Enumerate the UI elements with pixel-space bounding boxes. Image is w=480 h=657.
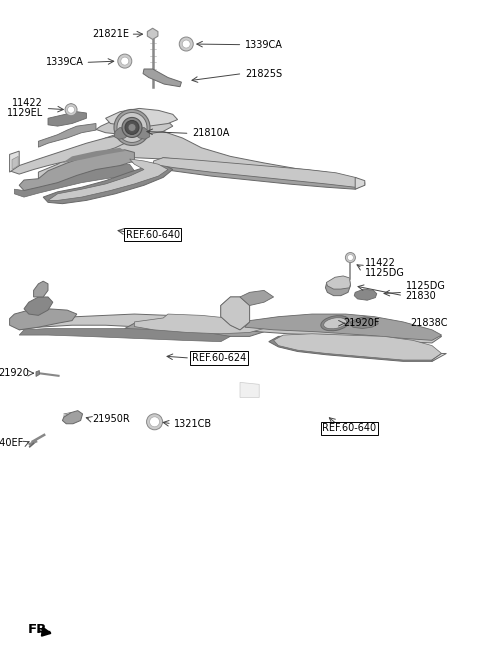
- Text: 21838C: 21838C: [410, 318, 448, 328]
- Polygon shape: [269, 335, 442, 361]
- Polygon shape: [62, 148, 125, 163]
- Text: 21821E: 21821E: [93, 29, 130, 39]
- Text: 1125DG: 1125DG: [365, 267, 405, 278]
- Polygon shape: [96, 117, 173, 135]
- Polygon shape: [14, 164, 134, 197]
- Ellipse shape: [323, 316, 349, 330]
- Polygon shape: [154, 158, 365, 189]
- Polygon shape: [134, 314, 264, 334]
- Circle shape: [122, 118, 142, 137]
- Circle shape: [65, 104, 77, 116]
- Text: 21830: 21830: [406, 290, 436, 301]
- Text: REF.60-640: REF.60-640: [323, 423, 376, 434]
- Text: 21825S: 21825S: [245, 68, 282, 79]
- Polygon shape: [24, 297, 53, 315]
- Polygon shape: [351, 319, 378, 328]
- Circle shape: [125, 120, 139, 135]
- Text: 11422: 11422: [365, 258, 396, 268]
- Circle shape: [121, 57, 129, 65]
- Polygon shape: [10, 151, 19, 172]
- Text: 1339CA: 1339CA: [46, 57, 84, 68]
- Polygon shape: [355, 177, 365, 189]
- Polygon shape: [10, 135, 134, 174]
- Circle shape: [118, 54, 132, 68]
- Polygon shape: [106, 108, 178, 126]
- Polygon shape: [154, 158, 365, 187]
- Text: 1140EF: 1140EF: [0, 438, 24, 449]
- Circle shape: [114, 110, 150, 145]
- Circle shape: [117, 112, 147, 143]
- Ellipse shape: [325, 318, 347, 328]
- Polygon shape: [38, 124, 96, 147]
- Text: 21920F: 21920F: [343, 318, 380, 328]
- Polygon shape: [34, 281, 48, 297]
- Polygon shape: [62, 411, 83, 424]
- Text: REF.60-640: REF.60-640: [126, 229, 180, 240]
- Polygon shape: [114, 127, 130, 139]
- Polygon shape: [19, 150, 134, 191]
- Polygon shape: [19, 314, 250, 335]
- Polygon shape: [274, 334, 442, 360]
- Polygon shape: [325, 277, 350, 296]
- Polygon shape: [245, 314, 442, 340]
- Polygon shape: [10, 309, 77, 330]
- Ellipse shape: [324, 318, 347, 328]
- Circle shape: [128, 124, 136, 131]
- Polygon shape: [221, 297, 250, 330]
- Polygon shape: [12, 156, 18, 170]
- Text: REF.60-624: REF.60-624: [192, 353, 246, 363]
- Polygon shape: [134, 127, 150, 139]
- Text: 21920: 21920: [0, 368, 29, 378]
- Circle shape: [68, 106, 74, 113]
- Polygon shape: [125, 315, 264, 336]
- Polygon shape: [240, 290, 274, 306]
- Text: 1129EL: 1129EL: [7, 108, 43, 118]
- Polygon shape: [43, 161, 173, 204]
- Polygon shape: [38, 128, 346, 185]
- Text: 1321CB: 1321CB: [174, 419, 212, 429]
- Polygon shape: [48, 159, 168, 200]
- Text: 21950R: 21950R: [92, 414, 130, 424]
- Polygon shape: [432, 353, 446, 361]
- Text: FR.: FR.: [28, 623, 53, 636]
- Circle shape: [150, 417, 159, 427]
- Circle shape: [182, 40, 190, 48]
- Ellipse shape: [321, 316, 349, 330]
- Polygon shape: [48, 112, 86, 126]
- Polygon shape: [240, 382, 259, 397]
- Text: 21810A: 21810A: [192, 128, 229, 139]
- Circle shape: [348, 254, 353, 261]
- Polygon shape: [36, 371, 39, 376]
- Polygon shape: [19, 328, 230, 342]
- Polygon shape: [221, 297, 250, 330]
- Text: 1125DG: 1125DG: [406, 281, 445, 291]
- Polygon shape: [350, 317, 372, 327]
- Circle shape: [146, 414, 163, 430]
- Polygon shape: [240, 315, 442, 343]
- Polygon shape: [147, 28, 158, 39]
- Polygon shape: [354, 289, 377, 300]
- Circle shape: [179, 37, 193, 51]
- Circle shape: [346, 252, 355, 263]
- Text: 1339CA: 1339CA: [245, 39, 283, 50]
- Polygon shape: [143, 69, 181, 87]
- Polygon shape: [326, 276, 350, 289]
- Text: 11422: 11422: [12, 98, 43, 108]
